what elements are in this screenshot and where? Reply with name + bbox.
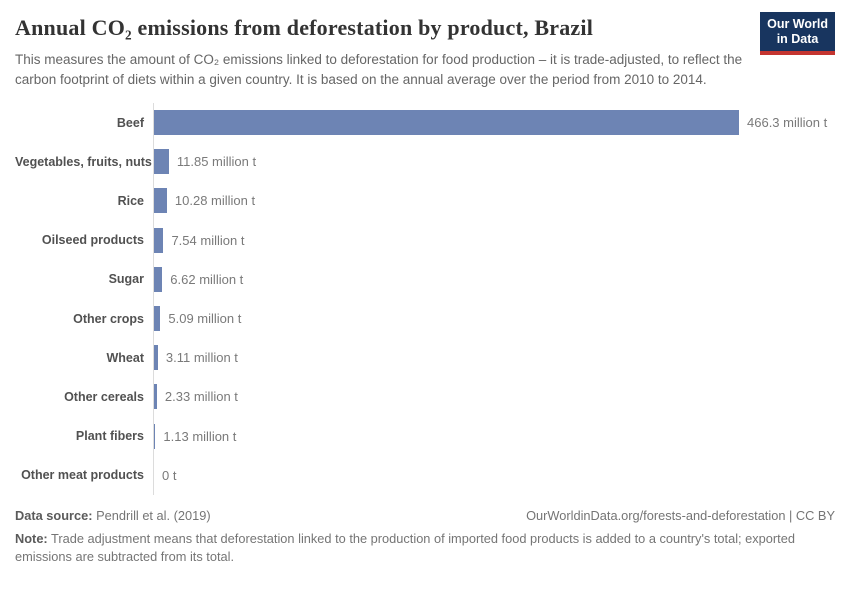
- chart-header: Annual CO₂ emissions from deforestation …: [15, 12, 835, 89]
- chart-footer: Data source: Pendrill et al. (2019) OurW…: [15, 508, 835, 567]
- data-source: Data source: Pendrill et al. (2019): [15, 508, 211, 523]
- title-block: Annual CO₂ emissions from deforestation …: [15, 14, 748, 89]
- plot-area: 3.11 million t: [153, 338, 835, 378]
- value-label: 10.28 million t: [174, 193, 256, 209]
- owid-logo: Our World in Data: [760, 12, 835, 55]
- bar: [154, 306, 161, 332]
- plot-area: 0 t: [153, 455, 835, 495]
- source-row: Data source: Pendrill et al. (2019) OurW…: [15, 508, 835, 523]
- category-label: Other meat products: [21, 468, 144, 483]
- category-label: Plant fibers: [75, 429, 144, 444]
- bar-row: Oilseed products 7.54 million t: [15, 220, 835, 260]
- bar: [154, 345, 158, 371]
- bar-row: Sugar 6.62 million t: [15, 259, 835, 299]
- category-label: Vegetables, fruits, nuts: [15, 154, 152, 169]
- category-label: Other cereals: [64, 389, 144, 404]
- value-label: 1.13 million t: [163, 428, 237, 444]
- plot-area: 2.33 million t: [153, 377, 835, 417]
- category-label: Oilseed products: [41, 233, 144, 248]
- plot-area: 7.54 million t: [153, 220, 835, 260]
- value-label: 466.3 million t: [747, 115, 828, 131]
- bar-row: Other crops 5.09 million t: [15, 298, 835, 339]
- data-source-value: Pendrill et al. (2019): [92, 507, 211, 523]
- bar: [154, 227, 164, 253]
- bar: [154, 266, 163, 292]
- attribution-link: OurWorldinData.org/forests-and-deforesta…: [526, 507, 835, 523]
- category-label: Sugar: [108, 272, 144, 287]
- bar-row: Beef 466.3 million t: [15, 103, 835, 143]
- category-label: Rice: [117, 193, 144, 208]
- bar-row: Rice 10.28 million t: [15, 181, 835, 221]
- bar-row: Wheat 3.11 million t: [15, 338, 835, 378]
- chart-subtitle: This measures the amount of CO₂ emission…: [15, 52, 743, 87]
- bar-row: Other meat products 0 t: [15, 455, 835, 495]
- value-label: 2.33 million t: [164, 389, 238, 405]
- category-label: Other crops: [73, 311, 144, 326]
- bar-chart: Beef 466.3 million t Vegetables, fruits, n…: [15, 103, 835, 495]
- bar: [154, 149, 169, 175]
- note-label: Note:: [15, 530, 48, 546]
- value-label: 5.09 million t: [168, 311, 242, 327]
- value-label: 0 t: [162, 467, 177, 483]
- value-label: 6.62 million t: [170, 271, 244, 287]
- bar-row: Other cereals 2.33 million t: [15, 377, 835, 417]
- bar: [154, 384, 157, 410]
- bar-row: Plant fibers 1.13 million t: [15, 416, 835, 456]
- value-label: 11.85 million t: [176, 154, 257, 170]
- chart-title: Annual CO₂ emissions from deforestation …: [15, 15, 594, 40]
- bar: [154, 188, 167, 214]
- value-label: 7.54 million t: [171, 232, 245, 248]
- note-text: Trade adjustment means that deforestatio…: [15, 530, 795, 565]
- category-label: Beef: [116, 115, 144, 130]
- plot-area: 1.13 million t: [153, 416, 835, 456]
- plot-area: 5.09 million t: [153, 298, 835, 339]
- data-source-label: Data source:: [15, 507, 93, 523]
- plot-area: 6.62 million t: [153, 259, 835, 299]
- bar-row: Vegetables, fruits, nuts 11.85 million t: [15, 142, 835, 182]
- category-label: Wheat: [106, 350, 145, 365]
- plot-area: 10.28 million t: [153, 181, 835, 221]
- value-label: 3.11 million t: [165, 350, 238, 366]
- owid-logo-line2: in Data: [776, 32, 819, 46]
- note: Note: Trade adjustment means that defore…: [15, 530, 835, 567]
- plot-area: 11.85 million t: [153, 142, 835, 182]
- plot-area: 466.3 million t: [153, 103, 835, 143]
- owid-logo-line1: Our World: [767, 17, 828, 31]
- bar: [154, 423, 156, 449]
- bar: [154, 110, 739, 136]
